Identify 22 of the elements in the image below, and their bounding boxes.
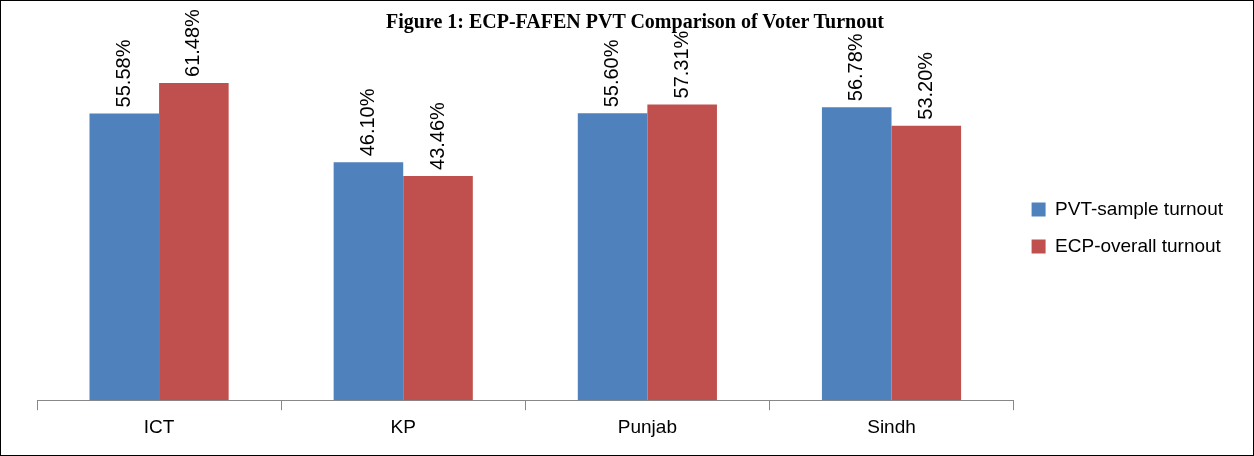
bar [403,175,473,401]
bar [891,125,962,401]
bar [577,113,648,401]
bar [821,107,892,401]
data-label: 61.48% [181,8,204,77]
x-tick-label: KP [390,415,416,437]
data-label: 53.20% [913,51,936,120]
x-tick-label: Sindh [867,415,916,437]
x-tick-label: Punjab [617,415,677,437]
bar [333,162,404,401]
data-label: 55.60% [600,39,623,108]
data-label: 46.10% [355,88,378,157]
chart-title: Figure 1: ECP-FAFEN PVT Comparison of Voter Turnout [386,10,885,34]
bar [647,104,717,401]
x-tick-label: ICT [143,415,175,437]
data-label: 43.46% [425,101,448,170]
legend-label: ECP-overall turnout [1055,234,1222,256]
data-label: 56.78% [844,33,867,102]
bar [89,113,160,401]
legend-label: PVT-sample turnout [1055,197,1224,219]
data-label: 55.58% [111,39,134,108]
bar [159,82,229,401]
